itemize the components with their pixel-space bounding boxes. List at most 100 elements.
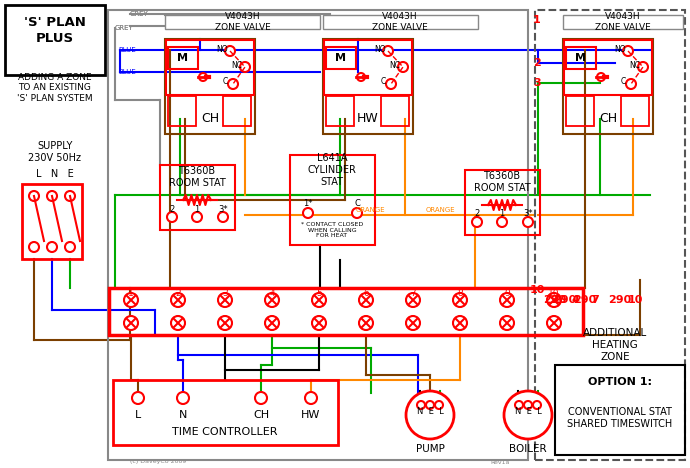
- Text: 3: 3: [533, 78, 541, 88]
- Bar: [108, 10, 528, 460]
- Bar: [326, 96, 354, 126]
- Text: 10: 10: [529, 285, 544, 295]
- Text: C: C: [222, 78, 228, 87]
- Circle shape: [533, 401, 541, 409]
- Circle shape: [47, 191, 57, 201]
- Bar: [22, 184, 82, 259]
- Bar: [168, 47, 198, 69]
- Circle shape: [218, 212, 228, 222]
- Circle shape: [547, 293, 561, 307]
- Text: N  E  L: N E L: [515, 408, 542, 417]
- Text: CH: CH: [599, 112, 617, 125]
- Text: 2: 2: [533, 58, 541, 68]
- Circle shape: [218, 293, 232, 307]
- Text: PLUS: PLUS: [36, 31, 74, 44]
- Circle shape: [597, 73, 605, 81]
- Bar: [563, 39, 653, 134]
- Text: 2: 2: [169, 205, 175, 213]
- Circle shape: [515, 401, 523, 409]
- Circle shape: [124, 316, 138, 330]
- Text: 8: 8: [457, 288, 463, 298]
- Circle shape: [626, 79, 636, 89]
- Text: NC: NC: [232, 60, 242, 70]
- Text: 3*: 3*: [523, 210, 533, 219]
- Circle shape: [240, 62, 250, 72]
- Bar: [324, 40, 412, 95]
- Bar: [160, 165, 235, 230]
- Text: (c) DaveyCo 2009: (c) DaveyCo 2009: [130, 460, 186, 465]
- Text: 1: 1: [195, 205, 199, 213]
- Bar: [113, 380, 338, 445]
- Text: HW: HW: [302, 410, 321, 420]
- Text: TIME CONTROLLER: TIME CONTROLLER: [172, 427, 278, 437]
- Bar: [165, 39, 255, 134]
- Text: M: M: [335, 53, 346, 63]
- Text: NO: NO: [216, 44, 228, 53]
- Circle shape: [265, 293, 279, 307]
- Bar: [166, 40, 254, 95]
- Circle shape: [426, 401, 434, 409]
- Text: 'S' PLAN: 'S' PLAN: [24, 15, 86, 29]
- Text: GREY: GREY: [115, 25, 134, 31]
- Text: 4: 4: [571, 295, 579, 305]
- Text: PUMP: PUMP: [415, 444, 444, 454]
- Bar: [323, 39, 413, 134]
- Bar: [323, 15, 478, 29]
- Text: CONVENTIONAL STAT
SHARED TIMESWITCH: CONVENTIONAL STAT SHARED TIMESWITCH: [567, 407, 673, 429]
- Circle shape: [255, 392, 267, 404]
- Bar: [563, 15, 683, 29]
- Circle shape: [453, 316, 467, 330]
- Text: 10: 10: [549, 288, 560, 298]
- Text: NO: NO: [374, 44, 386, 53]
- Circle shape: [523, 217, 533, 227]
- Text: 5: 5: [316, 288, 322, 298]
- Circle shape: [359, 293, 373, 307]
- Circle shape: [171, 293, 185, 307]
- Bar: [535, 10, 685, 460]
- Text: M: M: [177, 53, 188, 63]
- Text: NC: NC: [629, 60, 640, 70]
- Bar: [621, 96, 649, 126]
- Circle shape: [500, 316, 514, 330]
- Text: ADDITIONAL
HEATING
ZONE: ADDITIONAL HEATING ZONE: [583, 329, 647, 362]
- Circle shape: [547, 316, 561, 330]
- Circle shape: [406, 391, 454, 439]
- Text: 6: 6: [363, 288, 369, 298]
- Circle shape: [357, 73, 365, 81]
- Text: BLUE: BLUE: [118, 47, 136, 53]
- Circle shape: [218, 316, 232, 330]
- Text: 4: 4: [269, 288, 275, 298]
- Circle shape: [199, 73, 207, 81]
- Text: V4043H
ZONE VALVE: V4043H ZONE VALVE: [215, 12, 271, 32]
- Bar: [223, 96, 251, 126]
- Text: CH: CH: [201, 112, 219, 125]
- Circle shape: [417, 401, 425, 409]
- Text: ORANGE: ORANGE: [425, 207, 455, 213]
- Circle shape: [472, 217, 482, 227]
- Text: 3: 3: [222, 288, 228, 298]
- Text: 2: 2: [475, 210, 480, 219]
- Text: Rev1a: Rev1a: [490, 460, 509, 465]
- Text: 2: 2: [551, 295, 559, 305]
- Circle shape: [29, 191, 39, 201]
- Text: C: C: [354, 199, 360, 209]
- Circle shape: [398, 62, 408, 72]
- Text: BOILER: BOILER: [509, 444, 546, 454]
- Text: * CONTACT CLOSED
WHEN CALLING
FOR HEAT: * CONTACT CLOSED WHEN CALLING FOR HEAT: [301, 222, 363, 238]
- Circle shape: [225, 46, 235, 56]
- Bar: [326, 47, 356, 69]
- Circle shape: [359, 316, 373, 330]
- Text: GREY: GREY: [130, 11, 149, 17]
- Text: 290: 290: [573, 295, 597, 305]
- Text: L641A
CYLINDER
STAT: L641A CYLINDER STAT: [308, 154, 357, 187]
- Circle shape: [406, 316, 420, 330]
- Circle shape: [504, 391, 552, 439]
- Text: NC: NC: [389, 60, 400, 70]
- Circle shape: [500, 293, 514, 307]
- Circle shape: [386, 79, 396, 89]
- Circle shape: [497, 217, 507, 227]
- Text: 3*: 3*: [218, 205, 228, 213]
- Bar: [465, 170, 540, 235]
- Text: V4043H
ZONE VALVE: V4043H ZONE VALVE: [595, 12, 651, 32]
- Circle shape: [406, 293, 420, 307]
